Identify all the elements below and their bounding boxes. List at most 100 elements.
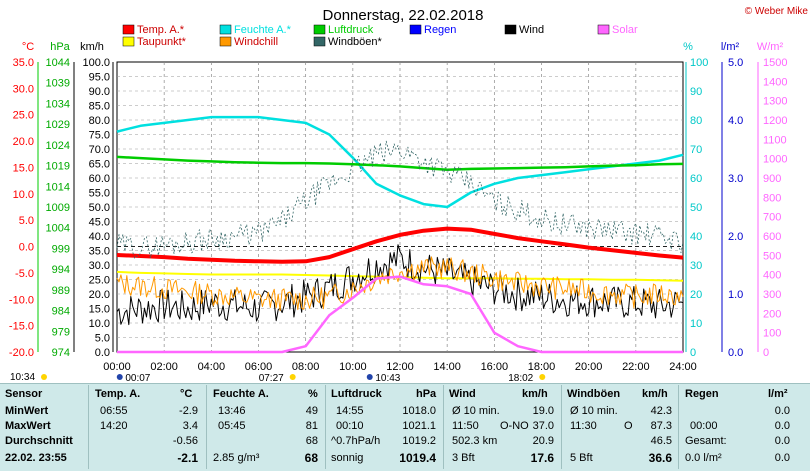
- rain-min: 0.0: [774, 405, 790, 417]
- hpa-axis-tick: 984: [52, 306, 70, 318]
- gust-max: 87.3: [650, 420, 672, 432]
- x-tick-label: 20:00: [575, 361, 603, 373]
- solar-axis-tick: 1000: [763, 154, 787, 166]
- hum-max-time: 05:45: [218, 420, 246, 432]
- series-windchill: [116, 256, 684, 312]
- hpa-axis-tick: 994: [52, 264, 70, 276]
- hpa-axis-tick: 1009: [46, 202, 70, 214]
- hum-head: Feuchte A.: [213, 388, 269, 400]
- temp-axis-tick: 5.0: [19, 215, 34, 227]
- legend-swatch: [313, 24, 326, 35]
- temp-current: -2.1: [177, 451, 198, 465]
- temp-min-time: 06:55: [100, 405, 128, 417]
- solar-axis-tick: 100: [763, 328, 781, 340]
- solar-axis-tick: 700: [763, 212, 781, 224]
- row-min: MinWert: [5, 405, 49, 417]
- wind-current: 17.6: [530, 451, 554, 465]
- pct-axis-tick: 100: [690, 57, 708, 69]
- pres-max-time: 00:10: [336, 420, 364, 432]
- kmh-axis-tick: 15.0: [89, 304, 110, 316]
- temp-axis-tick: 25.0: [13, 110, 34, 122]
- gust-current: 36.6: [648, 451, 672, 465]
- temp-axis-tick: -15.0: [9, 321, 34, 333]
- rain-axis-tick: 4.0: [728, 115, 743, 127]
- series-luftdruck: [116, 155, 684, 171]
- kmh-axis-tick: 20.0: [89, 289, 110, 301]
- kmh-axis-tick: 25.0: [89, 275, 110, 287]
- solar-axis-tick: 1400: [763, 76, 787, 88]
- temp-head: Temp. A.: [95, 388, 141, 400]
- hpa-axis-tick: 974: [52, 347, 70, 359]
- pres-min: 1018.0: [402, 405, 436, 417]
- legend-label: Luftdruck: [328, 24, 374, 36]
- x-tick-label: 14:00: [433, 361, 461, 373]
- moon-start-label: 00:07: [125, 373, 150, 384]
- legend-swatch: [122, 36, 135, 47]
- summary-table: Sensor MinWert MaxWert Durchschnitt 22.0…: [0, 383, 810, 471]
- gust-unit: km/h: [642, 388, 668, 400]
- hpa-axis-tick: 999: [52, 243, 70, 255]
- pres-head: Luftdruck: [331, 388, 382, 400]
- legend-label: Wind: [519, 24, 544, 36]
- sunset-label: 18:02: [508, 373, 533, 384]
- hum-min-time: 13:46: [218, 405, 246, 417]
- temp-axis-tick: 30.0: [13, 83, 34, 95]
- row-sensor: Sensor: [5, 388, 43, 400]
- series-windb-en: [116, 140, 684, 259]
- pres-avg: 1019.2: [402, 435, 436, 447]
- temp-axis-tick: 15.0: [13, 162, 34, 174]
- pres-forecast: sonnig: [331, 452, 364, 464]
- x-tick-label: 06:00: [245, 361, 273, 373]
- wind-max: 37.0: [532, 420, 554, 432]
- temp-axis-tick: 0.0: [19, 242, 34, 254]
- legend-label: Feuchte A.*: [234, 24, 292, 36]
- pres-current: 1019.4: [399, 451, 436, 465]
- solar-axis-tick: 1300: [763, 96, 787, 108]
- hpa-axis-tick: 1039: [46, 78, 70, 90]
- series-temp-a: [116, 226, 684, 264]
- kmh-axis-tick: 35.0: [89, 246, 110, 258]
- pct-axis-tick: 10: [690, 318, 702, 330]
- hum-current: 68: [304, 451, 318, 465]
- temp-unit-label: °C: [22, 41, 34, 53]
- wind-avg: 20.9: [532, 435, 554, 447]
- pct-axis-tick: 30: [690, 260, 702, 272]
- kmh-axis-tick: 85.0: [89, 101, 110, 113]
- pct-axis-tick: 70: [690, 144, 702, 156]
- chart-title: Donnerstag, 22.02.2018: [323, 7, 484, 24]
- solar-axis-tick: 1100: [763, 134, 787, 146]
- pct-axis-tick: 80: [690, 115, 702, 127]
- temp-axis-tick: 35.0: [13, 57, 34, 69]
- legend-label: Windböen*: [328, 36, 383, 48]
- kmh-axis-tick: 55.0: [89, 188, 110, 200]
- kmh-axis-tick: 30.0: [89, 260, 110, 272]
- temp-axis-tick: 10.0: [13, 189, 34, 201]
- solar-axis-tick: 400: [763, 270, 781, 282]
- x-tick-label: 16:00: [481, 361, 509, 373]
- x-tick-label: 18:00: [528, 361, 556, 373]
- kmh-axis-tick: 95.0: [89, 72, 110, 84]
- x-tick-label: 04:00: [198, 361, 226, 373]
- pres-max: 1021.1: [402, 420, 436, 432]
- copyright: © Weber Mike: [745, 6, 809, 17]
- moonrise-label: 10:34: [10, 372, 35, 383]
- wind-min: 19.0: [532, 405, 554, 417]
- pres-unit: hPa: [416, 388, 437, 400]
- hpa-axis-tick: 1014: [46, 181, 70, 193]
- moon-rise2-label: 10:43: [375, 373, 400, 384]
- legend-label: Temp. A.*: [137, 24, 185, 36]
- x-tick-label: 00:00: [103, 361, 131, 373]
- temp-axis-tick: -20.0: [9, 347, 34, 359]
- legend-swatch: [313, 36, 326, 47]
- hpa-axis-tick: 1019: [46, 161, 70, 173]
- moon-start-dot: [116, 374, 123, 380]
- kmh-axis-tick: 10.0: [89, 318, 110, 330]
- kmh-unit-label: km/h: [80, 41, 104, 53]
- sunrise-dot: [289, 374, 296, 380]
- axes: 35.0 30.0 25.0 20.0 15.0 10.0 5.0 0.0 -5.0 -10.0 -…: [9, 41, 788, 373]
- hpa-axis-tick: 1029: [46, 119, 70, 131]
- hum-abs: 2.85 g/m³: [213, 452, 260, 464]
- series-feuchte-a: [116, 115, 684, 209]
- wind-head: Wind: [449, 388, 476, 400]
- hum-max: 81: [305, 420, 318, 432]
